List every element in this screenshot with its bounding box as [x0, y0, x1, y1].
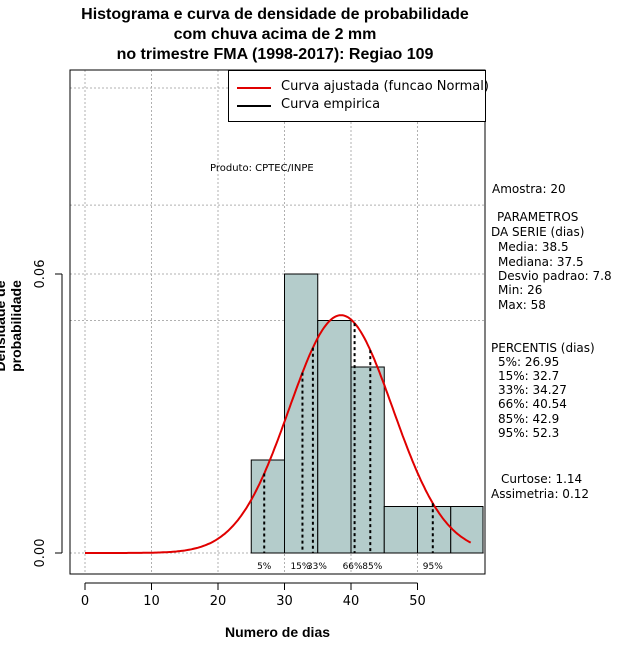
- stat-curtose: Curtose: 1.14: [501, 472, 583, 486]
- y-tick-label-1: 0.06: [33, 260, 48, 289]
- histogram-bar-2: [317, 320, 352, 554]
- legend: Curva ajustada (funcao Normal) Curva emp…: [228, 70, 489, 122]
- x-axis-label: Numero de dias: [224, 624, 331, 640]
- curve-layer: [85, 314, 472, 554]
- x-tick-label-10: 10: [143, 594, 160, 609]
- chart-title-line-2: com chuva acima de 2 mm: [173, 26, 377, 43]
- bars-layer: [250, 273, 484, 554]
- histogram-bar-0: [250, 459, 285, 554]
- annotation-produto: Produto: CPTEC/INPE: [210, 163, 314, 174]
- stat-p15: 15%: 32.7: [498, 369, 560, 383]
- stat-min: Min: 26: [498, 283, 543, 297]
- legend-swatch-empirica: [237, 105, 271, 107]
- stat-p33: 33%: 34.27: [498, 383, 567, 397]
- stat-p66: 66%: 40.54: [498, 397, 567, 411]
- histogram-bar-5: [450, 506, 484, 554]
- x-tick-label-20: 20: [210, 594, 227, 609]
- percentile-label-0: 5%: [257, 562, 272, 572]
- stat-parametros-title-2: DA SERIE (dias): [491, 225, 585, 239]
- chart-title-line-1: Histograma e curva de densidade de proba…: [81, 6, 469, 23]
- percentile-label-1: 15%: [290, 562, 310, 572]
- axis-layer: 0 10 20 30 40 50 0.00 0.06: [33, 260, 426, 609]
- stat-max: Max: 58: [498, 298, 546, 312]
- legend-label-empirica: Curva empirica: [281, 97, 381, 112]
- percentile-label-5: 95%: [423, 562, 443, 572]
- legend-swatch-normal: [237, 87, 271, 89]
- percentile-label-4: 85%: [362, 562, 382, 572]
- percentile-layer: 5% 15%33% 66% 85% 95%: [257, 323, 443, 572]
- stat-percentis-title: PERCENTIS (dias): [491, 341, 595, 355]
- stat-p95: 95%: 52.3: [498, 426, 560, 440]
- x-tick-label-40: 40: [343, 594, 360, 609]
- stat-desvio: Desvio padrao: 7.8: [498, 269, 612, 283]
- histogram-bar-3: [350, 366, 385, 554]
- chart-title-line-3: no trimestre FMA (1998-2017): Regiao 109: [116, 46, 434, 63]
- stat-p85: 85%: 42.9: [498, 412, 560, 426]
- stat-assimetria: Assimetria: 0.12: [491, 487, 590, 501]
- stat-media: Media: 38.5: [498, 240, 569, 254]
- stat-mediana: Mediana: 37.5: [498, 255, 584, 269]
- legend-label-normal: Curva ajustada (funcao Normal): [281, 79, 489, 94]
- stat-p5: 5%: 26.95: [498, 355, 560, 369]
- stat-amostra: Amostra: 20: [492, 182, 566, 196]
- x-tick-label-30: 30: [276, 594, 293, 609]
- y-axis-label: Densidade de probabilidade: [0, 280, 24, 372]
- percentile-label-3: 66%: [343, 562, 363, 572]
- percentile-label-2: 33%: [307, 562, 327, 572]
- stat-parametros-title-1: PARAMETROS: [497, 210, 579, 224]
- x-tick-label-50: 50: [409, 594, 426, 609]
- y-tick-label-0: 0.00: [33, 539, 48, 568]
- x-tick-label-0: 0: [81, 594, 89, 609]
- normal-fit-curve: [85, 314, 472, 554]
